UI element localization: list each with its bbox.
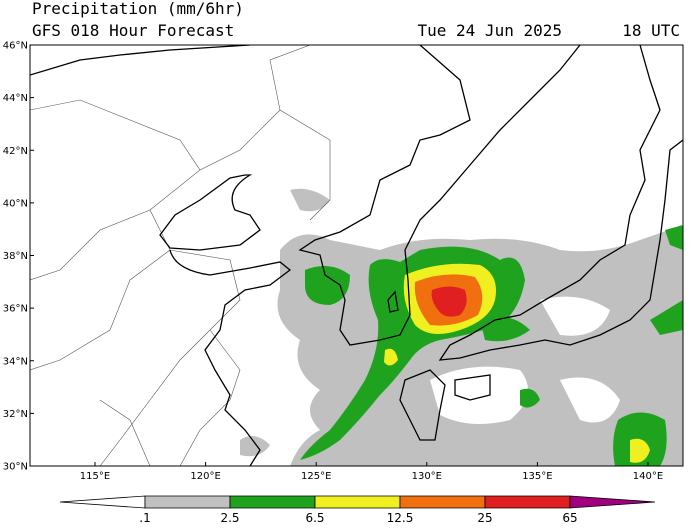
lat-label: 38°N	[3, 251, 28, 262]
lon-label: 125°E	[301, 471, 331, 482]
lat-label: 32°N	[3, 409, 28, 420]
colorbar-label: .1	[139, 511, 150, 525]
colorbar-segment	[484, 495, 571, 509]
map: 46°N 44°N 42°N 40°N 38°N 36°N 34°N 32°N 30°N 115°…	[3, 41, 684, 482]
lat-label: 30°N	[3, 462, 28, 473]
lon-label: 120°E	[190, 471, 220, 482]
lat-label: 40°N	[3, 198, 28, 209]
title: Precipitation (mm/6hr)	[32, 0, 244, 18]
colorbar-segment	[59, 495, 146, 509]
precip-extreme	[431, 286, 467, 317]
colorbar: .1 2.5 6.5 12.5 25 65	[59, 495, 656, 525]
colorbar-label: 6.5	[305, 511, 324, 525]
colorbar-label: 12.5	[387, 511, 414, 525]
lat-label: 34°N	[3, 356, 28, 367]
lat-label: 46°N	[3, 41, 28, 52]
colorbar-label: 2.5	[220, 511, 239, 525]
lon-label: 135°E	[522, 471, 552, 482]
colorbar-label: 65	[562, 511, 577, 525]
lon-label: 130°E	[412, 471, 442, 482]
colorbar-segment	[399, 495, 486, 509]
date: Tue 24 Jun 2025	[418, 21, 563, 40]
subtitle: GFS 018 Hour Forecast	[32, 21, 234, 40]
coastlines	[30, 45, 683, 466]
lat-label: 36°N	[3, 304, 28, 315]
colorbar-label: 25	[477, 511, 492, 525]
colorbar-segment	[569, 495, 656, 509]
lon-label: 115°E	[80, 471, 110, 482]
lon-label: 140°E	[633, 471, 663, 482]
time: 18 UTC	[622, 21, 680, 40]
lat-label: 44°N	[3, 93, 28, 104]
colorbar-segment	[314, 495, 401, 509]
colorbar-segment	[144, 495, 231, 509]
colorbar-segment	[229, 495, 316, 509]
lat-label: 42°N	[3, 146, 28, 157]
